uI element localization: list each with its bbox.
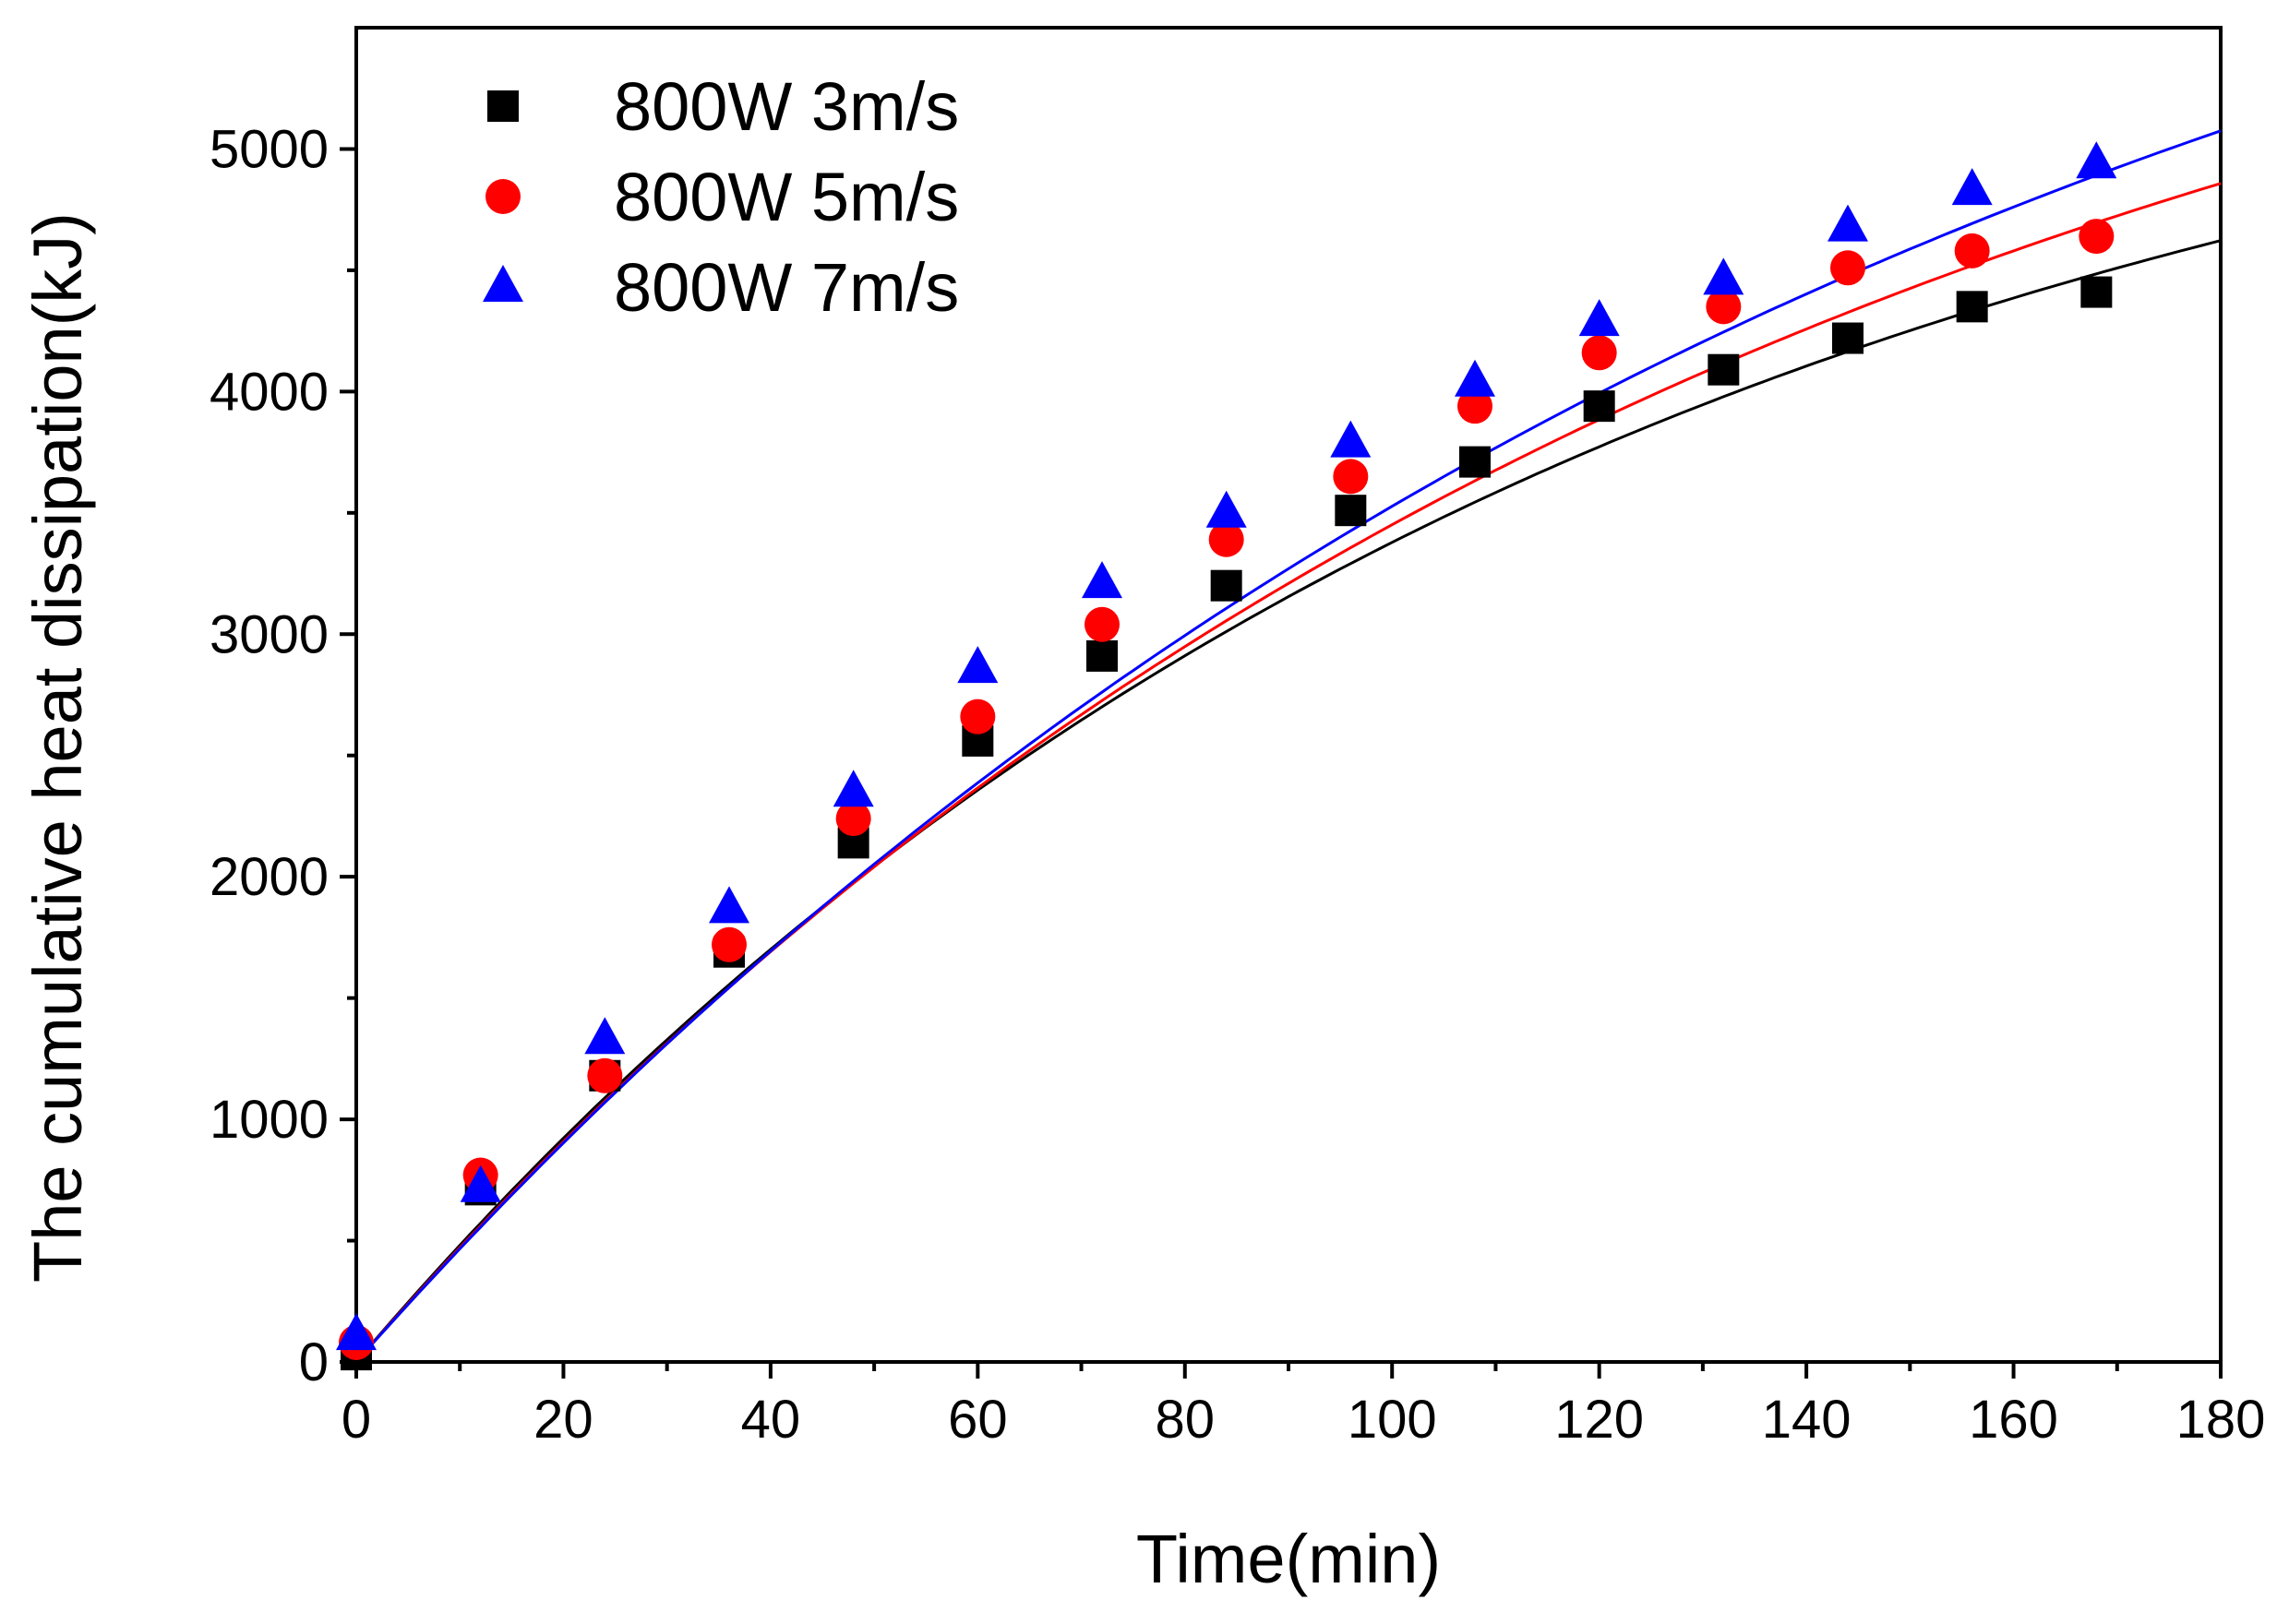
- y-tick-label: 4000: [210, 362, 329, 422]
- legend-item: 800W 5m/s: [485, 159, 959, 235]
- legend: 800W 3m/s 800W 5m/s 800W 7m/s: [483, 68, 959, 326]
- fit-curve-1: [354, 239, 2222, 1363]
- data-point: [1333, 459, 1369, 495]
- x-tick-label: 120: [1554, 1390, 1644, 1450]
- y-tick-label: 2000: [210, 847, 329, 907]
- x-tick-label: 80: [1156, 1390, 1216, 1450]
- data-point: [1330, 420, 1372, 458]
- legend-label: 800W 3m/s: [614, 68, 959, 145]
- data-point: [1455, 359, 1495, 397]
- x-tick-label: 140: [1762, 1390, 1852, 1450]
- data-point: [1205, 490, 1247, 528]
- data-point: [460, 1164, 501, 1202]
- data-point: [1706, 289, 1742, 325]
- y-tick-label: 3000: [210, 604, 329, 664]
- data-point: [2080, 276, 2113, 308]
- data-point: [2079, 219, 2115, 255]
- data-points: [336, 141, 2117, 1371]
- y-tick-label: 1000: [210, 1090, 329, 1150]
- data-point: [1828, 204, 1868, 242]
- x-tick-label: 180: [2176, 1390, 2266, 1450]
- legend-item: 800W 7m/s: [483, 249, 959, 326]
- data-point: [1086, 639, 1118, 672]
- legend-marker: [485, 179, 521, 214]
- data-point: [1583, 390, 1615, 423]
- data-point: [1956, 291, 1988, 323]
- axis-ticks: [340, 147, 2223, 1379]
- data-point: [1085, 606, 1120, 642]
- data-point: [1335, 495, 1367, 527]
- x-tick-label: 60: [948, 1390, 1008, 1450]
- legend-label: 800W 7m/s: [614, 249, 959, 326]
- data-point: [336, 1313, 377, 1351]
- series-1: [341, 276, 2113, 1371]
- x-axis-title: Time(min): [1136, 1521, 1441, 1597]
- legend-marker: [483, 265, 523, 302]
- data-point: [1578, 299, 1620, 337]
- data-point: [960, 699, 996, 734]
- data-point: [1208, 521, 1244, 557]
- data-point: [1708, 353, 1740, 386]
- data-point: [1210, 569, 1242, 602]
- data-point: [709, 886, 749, 924]
- data-point: [584, 1017, 626, 1055]
- series-3: [336, 141, 2117, 1351]
- data-point: [1457, 388, 1492, 424]
- data-point: [1082, 561, 1122, 599]
- data-point: [1951, 168, 1993, 206]
- legend-marker: [487, 90, 519, 122]
- data-point: [835, 801, 871, 837]
- data-point: [712, 926, 747, 962]
- data-point: [833, 770, 874, 807]
- y-tick-label: 0: [299, 1332, 329, 1392]
- legend-label: 800W 5m/s: [614, 159, 959, 235]
- data-point: [1830, 250, 1865, 286]
- legend-item: 800W 3m/s: [487, 68, 959, 145]
- data-point: [1459, 446, 1491, 478]
- data-point: [1581, 335, 1617, 371]
- data-point: [1832, 322, 1864, 354]
- fit-curves: [354, 129, 2222, 1363]
- series-2: [339, 219, 2115, 1360]
- x-tick-label: 20: [533, 1390, 593, 1450]
- data-point: [1703, 257, 1744, 295]
- data-point: [957, 646, 999, 684]
- x-tick-label: 40: [741, 1390, 801, 1450]
- x-tick-label: 100: [1348, 1390, 1437, 1450]
- fit-curve-3: [354, 129, 2222, 1363]
- y-axis-title: The cumulative heat dissipation(kJ): [19, 212, 96, 1283]
- y-tick-label: 5000: [210, 119, 329, 179]
- axis-tick-labels: 0 20 40 60 80 100 120 140 160 180 0 1000 2000 3000 400…: [210, 119, 2265, 1450]
- data-point: [2076, 141, 2117, 179]
- x-tick-label: 160: [1969, 1390, 2058, 1450]
- fit-curve-2: [354, 182, 2222, 1363]
- x-tick-label: 0: [342, 1390, 371, 1450]
- data-point: [1954, 233, 1990, 269]
- data-point: [587, 1057, 623, 1093]
